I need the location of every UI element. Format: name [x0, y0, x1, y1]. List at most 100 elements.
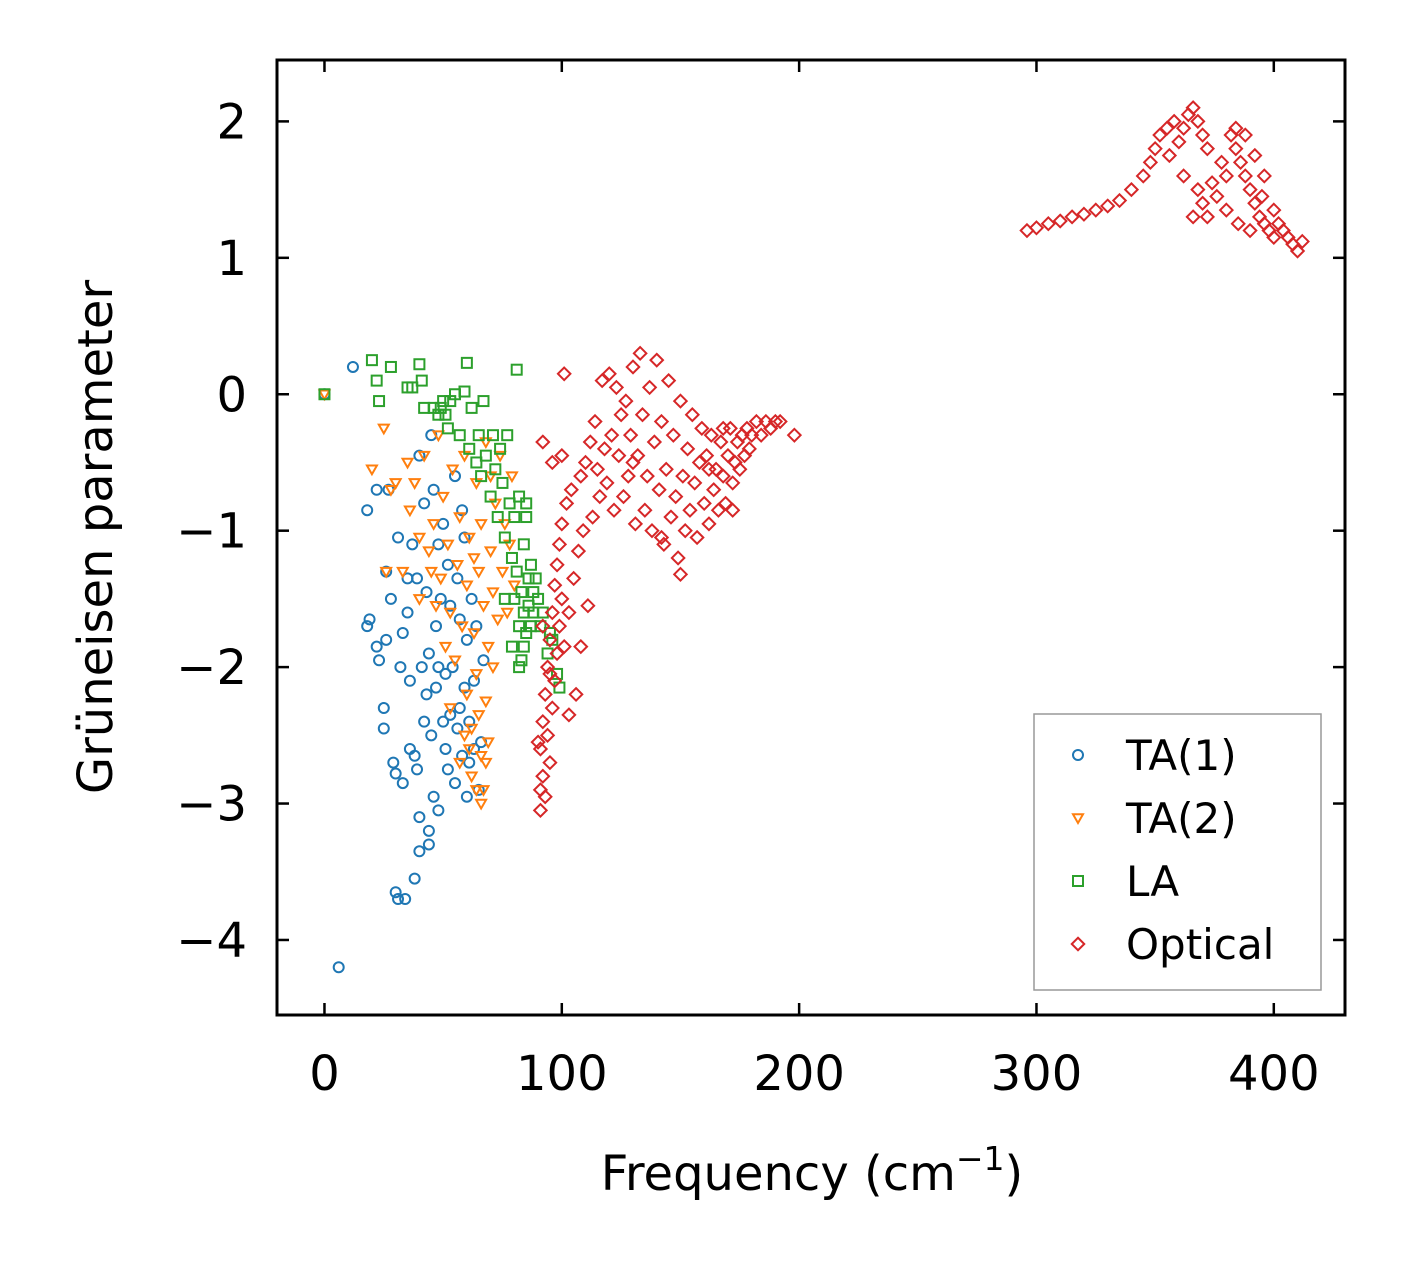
- point-ta1: [363, 613, 376, 626]
- point-la: [543, 627, 556, 639]
- point-ta2: [365, 464, 379, 477]
- point-ta2: [462, 532, 476, 545]
- point-ta2: [493, 450, 507, 463]
- point-ta2: [426, 519, 441, 531]
- point-ta1: [406, 538, 419, 551]
- point-la: [486, 429, 499, 442]
- point-optical: [703, 427, 719, 443]
- point-optical: [563, 482, 579, 498]
- point-optical: [535, 434, 551, 450]
- point-optical: [677, 523, 693, 539]
- point-la: [460, 356, 473, 369]
- point-optical: [1218, 168, 1234, 184]
- point-ta2: [486, 587, 500, 600]
- point-optical: [566, 570, 582, 587]
- point-optical: [679, 441, 696, 457]
- point-la: [553, 681, 566, 694]
- point-ta1: [413, 811, 426, 824]
- point-ta1: [418, 497, 431, 510]
- legend-marker-la: [1072, 875, 1084, 887]
- point-optical: [696, 495, 712, 512]
- point-optical: [592, 488, 608, 505]
- point-la: [415, 374, 428, 387]
- point-optical: [1123, 181, 1140, 198]
- point-optical: [1289, 243, 1306, 259]
- point-la: [491, 511, 504, 524]
- point-la: [365, 354, 378, 367]
- point-la: [463, 442, 476, 455]
- point-la: [479, 449, 492, 462]
- point-ta2: [498, 519, 512, 531]
- point-la: [444, 395, 457, 408]
- y-tick-label: 2: [216, 94, 247, 150]
- point-ta1: [392, 531, 405, 544]
- point-optical: [611, 447, 627, 464]
- point-optical: [1237, 127, 1253, 143]
- x-tick-label: 300: [991, 1046, 1083, 1102]
- point-ta1: [399, 893, 412, 906]
- point-optical: [1088, 202, 1104, 218]
- y-tick-label: −2: [176, 640, 247, 696]
- point-optical: [568, 686, 584, 703]
- point-optical: [689, 529, 705, 546]
- point-ta2: [469, 785, 484, 797]
- legend-frame: [1033, 713, 1322, 991]
- point-ta1: [389, 767, 402, 780]
- point-optical: [658, 461, 674, 477]
- point-la: [498, 592, 511, 605]
- point-la: [503, 497, 516, 510]
- point-ta1: [427, 483, 440, 496]
- point-la: [505, 640, 518, 653]
- point-optical: [542, 666, 558, 682]
- point-ta1: [370, 483, 383, 496]
- point-optical: [1166, 113, 1182, 130]
- point-ta2: [469, 669, 484, 681]
- point-ta2: [500, 607, 514, 620]
- point-optical: [549, 557, 565, 573]
- point-ta1: [465, 592, 478, 605]
- point-optical: [1199, 209, 1216, 225]
- point-optical: [542, 632, 558, 648]
- point-optical: [1266, 229, 1282, 246]
- point-optical: [535, 768, 551, 784]
- point-optical: [1213, 154, 1230, 170]
- point-ta1: [437, 715, 450, 728]
- point-optical: [561, 604, 577, 621]
- point-ta1: [477, 654, 490, 667]
- point-la: [517, 640, 530, 653]
- x-axis-label: Frequency (cm−1): [601, 1139, 1024, 1202]
- point-optical: [603, 427, 620, 443]
- x-tick-label: 400: [1228, 1046, 1320, 1102]
- point-la: [505, 551, 518, 564]
- point-optical: [1142, 154, 1159, 170]
- point-la: [536, 606, 549, 619]
- point-optical: [691, 454, 708, 471]
- point-optical: [575, 523, 591, 539]
- point-la: [517, 538, 530, 551]
- point-ta1: [467, 742, 480, 755]
- point-optical: [717, 495, 734, 512]
- point-ta1: [456, 749, 469, 762]
- point-ta2: [412, 594, 427, 606]
- point-ta2: [490, 614, 505, 627]
- y-tick-label: −1: [176, 504, 247, 560]
- point-la: [513, 661, 526, 674]
- point-optical: [694, 420, 710, 437]
- point-optical: [551, 536, 568, 552]
- point-optical: [625, 454, 641, 471]
- point-optical: [767, 413, 784, 430]
- point-ta2: [453, 757, 467, 770]
- point-optical: [1064, 209, 1080, 225]
- point-optical: [1159, 120, 1175, 136]
- point-ta2: [467, 628, 481, 641]
- point-optical: [665, 427, 682, 443]
- point-optical: [682, 502, 698, 518]
- point-optical: [706, 482, 722, 498]
- point-optical: [660, 372, 677, 389]
- point-ta1: [463, 756, 476, 769]
- point-optical: [1204, 175, 1220, 191]
- point-ta1: [413, 449, 426, 462]
- point-ta2: [448, 655, 462, 668]
- point-la: [370, 374, 383, 387]
- point-ta2: [453, 512, 467, 525]
